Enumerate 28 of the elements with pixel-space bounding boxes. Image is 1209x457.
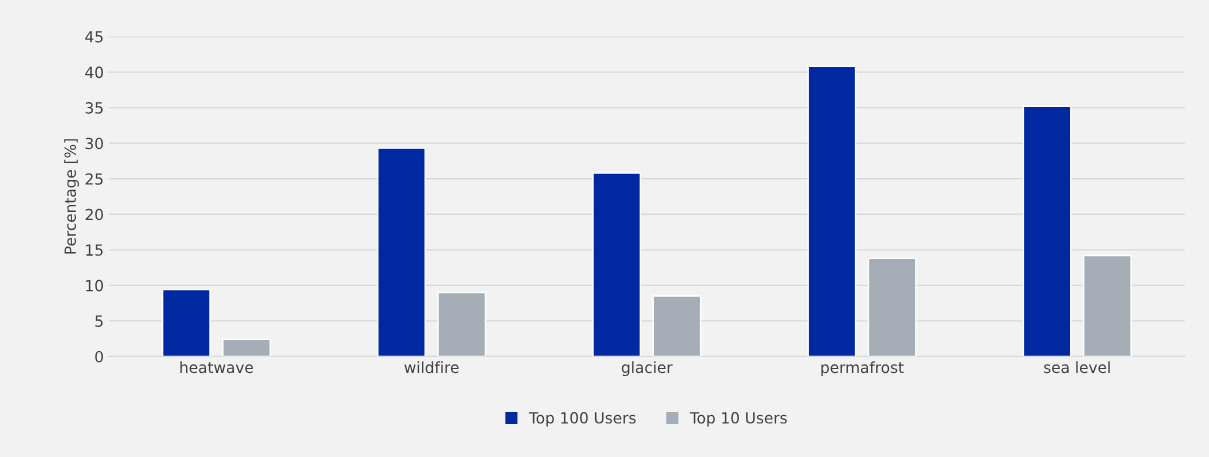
bar xyxy=(652,295,702,357)
x-tick-label: glacier xyxy=(621,361,673,377)
legend-label: Top 100 Users xyxy=(528,412,636,427)
y-tick-label: 40 xyxy=(85,66,103,79)
bar xyxy=(867,257,917,357)
y-tick-label: 5 xyxy=(95,315,103,327)
bar xyxy=(592,172,642,357)
bar xyxy=(222,338,271,357)
y-tick-label: 35 xyxy=(85,102,103,114)
bar xyxy=(1022,105,1072,357)
y-axis-title: Percentage [%] xyxy=(64,139,79,254)
bar xyxy=(377,147,426,357)
legend-label: Top 10 Users xyxy=(689,412,787,427)
y-tick-label: 45 xyxy=(85,31,103,43)
bar xyxy=(807,65,857,357)
x-tick-label: heatwave xyxy=(180,361,253,374)
y-tick-label: 30 xyxy=(85,137,103,150)
bar xyxy=(1082,254,1132,357)
y-tick-label: 15 xyxy=(86,244,103,256)
bar xyxy=(161,288,211,357)
x-tick-label: wildfire xyxy=(404,361,459,374)
x-tick-label: permafrost xyxy=(821,361,904,377)
y-tick-label: 25 xyxy=(85,173,103,185)
y-tick-label: 10 xyxy=(86,279,103,292)
x-tick-label: sea level xyxy=(1044,361,1110,374)
bar xyxy=(437,291,487,357)
y-tick-label: 20 xyxy=(85,208,103,221)
y-tick-label: 0 xyxy=(95,350,103,363)
